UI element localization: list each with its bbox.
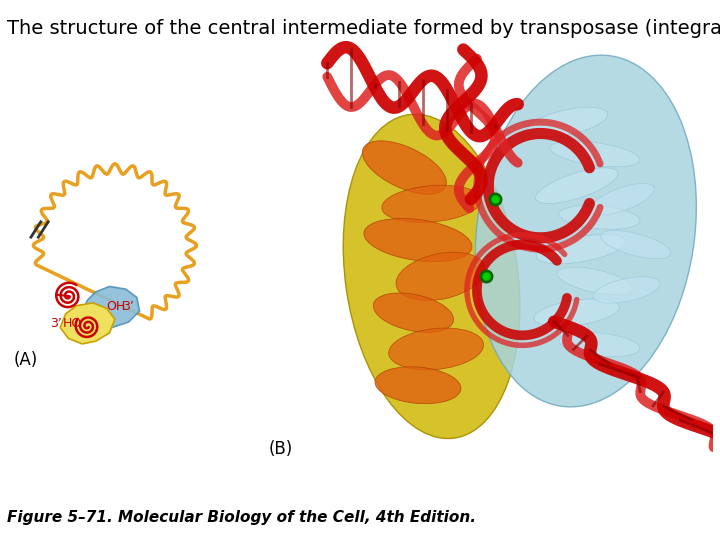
Text: (A): (A) bbox=[14, 350, 38, 368]
Text: The structure of the central intermediate formed by transposase (integrase): The structure of the central intermediat… bbox=[7, 19, 720, 38]
Ellipse shape bbox=[550, 141, 640, 167]
Ellipse shape bbox=[396, 252, 485, 300]
Text: Figure 5–71. Molecular Biology of the Cell, 4th Edition.: Figure 5–71. Molecular Biology of the Ce… bbox=[7, 510, 476, 525]
Text: OH: OH bbox=[107, 300, 126, 314]
Text: HO: HO bbox=[63, 317, 82, 330]
Ellipse shape bbox=[528, 107, 608, 137]
Ellipse shape bbox=[557, 267, 633, 295]
Ellipse shape bbox=[382, 185, 481, 222]
Text: 3’: 3’ bbox=[122, 300, 134, 314]
Text: (B): (B) bbox=[269, 440, 292, 458]
Ellipse shape bbox=[343, 114, 520, 438]
Polygon shape bbox=[60, 303, 115, 344]
Ellipse shape bbox=[373, 293, 454, 332]
Ellipse shape bbox=[536, 168, 618, 204]
Ellipse shape bbox=[559, 206, 640, 230]
Ellipse shape bbox=[375, 367, 461, 404]
Ellipse shape bbox=[593, 277, 660, 303]
Text: 3’: 3’ bbox=[50, 317, 62, 330]
Ellipse shape bbox=[534, 299, 619, 326]
Ellipse shape bbox=[389, 328, 484, 370]
Ellipse shape bbox=[475, 55, 696, 407]
Ellipse shape bbox=[536, 234, 626, 264]
Ellipse shape bbox=[600, 231, 671, 259]
Ellipse shape bbox=[590, 184, 654, 215]
Polygon shape bbox=[82, 286, 140, 330]
Ellipse shape bbox=[362, 141, 446, 194]
Ellipse shape bbox=[364, 219, 472, 262]
Ellipse shape bbox=[559, 332, 640, 356]
